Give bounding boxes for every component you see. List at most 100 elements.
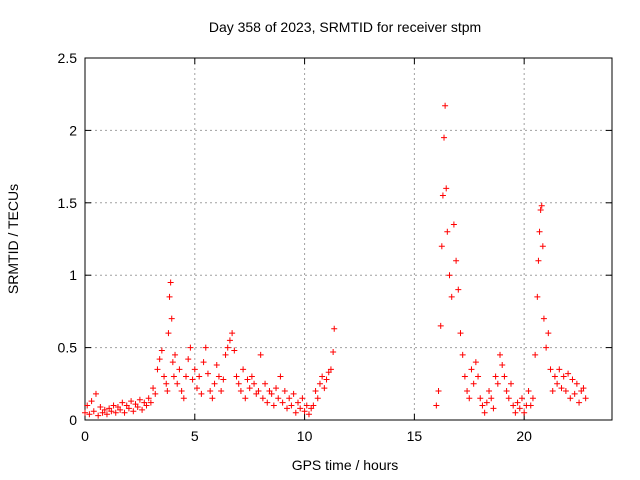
- data-point: [281, 388, 288, 395]
- data-point: [189, 376, 196, 383]
- data-point: [125, 405, 132, 412]
- data-point: [166, 293, 173, 300]
- data-point: [547, 366, 554, 373]
- data-point: [490, 405, 497, 412]
- data-point: [273, 385, 280, 392]
- data-point: [532, 351, 539, 358]
- data-point: [202, 344, 209, 351]
- data-point: [527, 402, 534, 409]
- data-point: [103, 411, 110, 418]
- data-point: [299, 395, 306, 402]
- y-tick-label: 1.5: [58, 195, 78, 211]
- data-point: [461, 373, 468, 380]
- data-point: [543, 344, 550, 351]
- x-tick-label: 20: [516, 428, 532, 444]
- data-point: [262, 380, 269, 387]
- data-point: [95, 412, 102, 419]
- data-point: [316, 380, 323, 387]
- data-point: [257, 351, 264, 358]
- data-point: [441, 134, 448, 141]
- data-point: [161, 373, 168, 380]
- data-point: [567, 395, 574, 402]
- data-point: [538, 202, 545, 209]
- data-point: [180, 395, 187, 402]
- data-point: [453, 257, 460, 264]
- axis-ticks: 0 5 10 15 20 0 0.5 1 1.5 2 2.5: [58, 50, 612, 444]
- data-point: [117, 406, 124, 413]
- data-point: [218, 388, 225, 395]
- data-point: [101, 406, 108, 413]
- data-point: [499, 361, 506, 368]
- data-point: [185, 356, 192, 363]
- data-point: [130, 408, 137, 415]
- data-point: [196, 373, 203, 380]
- data-point: [119, 399, 126, 406]
- data-point: [297, 405, 304, 412]
- data-point: [259, 395, 266, 402]
- data-point: [321, 385, 328, 392]
- data-point: [457, 330, 464, 337]
- data-point: [486, 388, 493, 395]
- data-point: [90, 408, 97, 415]
- x-tick-label: 5: [191, 428, 199, 444]
- data-point: [448, 293, 455, 300]
- data-point: [443, 185, 450, 192]
- data-point: [442, 102, 449, 109]
- data-point: [284, 405, 291, 412]
- data-point: [514, 399, 521, 406]
- data-point: [154, 366, 161, 373]
- data-point: [468, 366, 475, 373]
- data-point: [226, 337, 233, 344]
- data-point: [240, 366, 247, 373]
- data-point: [327, 366, 334, 373]
- data-point: [492, 373, 499, 380]
- data-point: [331, 325, 338, 332]
- data-point: [571, 390, 578, 397]
- data-point: [275, 395, 282, 402]
- data-point: [165, 330, 172, 337]
- data-point: [512, 409, 519, 416]
- data-point: [510, 402, 517, 409]
- x-axis-label: GPS time / hours: [292, 457, 399, 473]
- data-point: [438, 243, 445, 250]
- data-point: [488, 395, 495, 402]
- data-point: [163, 380, 170, 387]
- data-point: [178, 388, 185, 395]
- y-tick-label: 2: [69, 122, 77, 138]
- data-point: [139, 406, 146, 413]
- x-tick-label: 10: [297, 428, 313, 444]
- data-point: [450, 221, 457, 228]
- data-point: [565, 370, 572, 377]
- data-point: [470, 380, 477, 387]
- data-point: [560, 373, 567, 380]
- data-point: [128, 398, 135, 405]
- data-point: [164, 388, 171, 395]
- data-point: [582, 395, 589, 402]
- data-point: [198, 390, 205, 397]
- data-point: [248, 373, 255, 380]
- data-point: [312, 388, 319, 395]
- data-point: [554, 380, 561, 387]
- data-point: [215, 373, 222, 380]
- data-point: [121, 409, 128, 416]
- data-point: [86, 411, 93, 418]
- data-point: [455, 286, 462, 293]
- data-point: [211, 380, 218, 387]
- data-point: [537, 207, 544, 214]
- y-tick-label: 0: [69, 412, 77, 428]
- data-point: [231, 347, 238, 354]
- data-point: [477, 395, 484, 402]
- data-point: [301, 408, 308, 415]
- data-point: [170, 373, 177, 380]
- data-point: [556, 366, 563, 373]
- data-point: [268, 390, 275, 397]
- y-tick-label: 2.5: [58, 50, 78, 66]
- data-point: [233, 373, 240, 380]
- data-point: [536, 228, 543, 235]
- data-point: [255, 388, 262, 395]
- data-point: [292, 409, 299, 416]
- data-point: [479, 402, 486, 409]
- data-point: [168, 315, 175, 322]
- data-point: [84, 402, 91, 409]
